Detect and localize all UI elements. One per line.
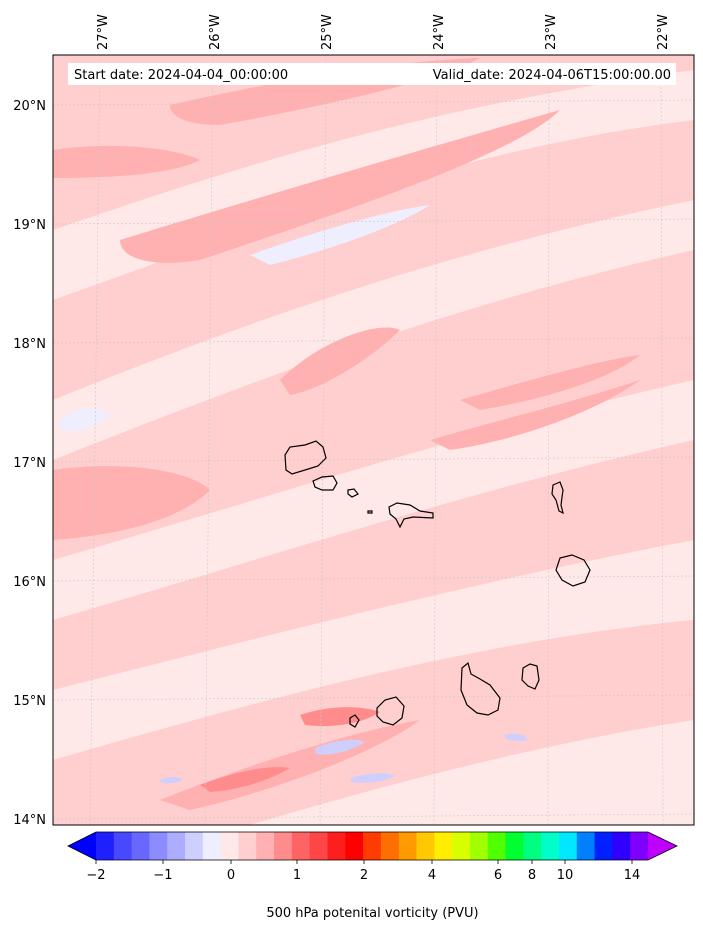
lon-label: 25°W — [320, 14, 335, 50]
island-boa-vista — [555, 554, 591, 587]
colorbar-segment — [96, 832, 115, 860]
island-brava — [349, 714, 360, 728]
graticule — [53, 55, 694, 825]
colorbar-tick-label: 10 — [557, 868, 574, 883]
colorbar-segment — [612, 832, 631, 860]
colorbar-label: 500 hPa potenital vorticity (PVU) — [266, 906, 479, 921]
colorbar-extend-max — [648, 832, 677, 860]
lon-label: 22°W — [656, 14, 671, 50]
lat-label: 15°N — [13, 694, 46, 709]
colorbar-tick-label: −1 — [153, 868, 172, 883]
colorbar-segment — [523, 832, 542, 860]
colorbar-segment — [291, 832, 311, 860]
colorbar-segment — [558, 832, 578, 860]
island-sal — [551, 481, 564, 515]
lon-label: 27°W — [96, 14, 111, 50]
colorbar-segment — [167, 832, 186, 860]
colorbar-segment — [202, 832, 222, 860]
colorbar-segment — [380, 832, 400, 860]
colorbar-segment — [309, 832, 328, 860]
colorbar-segment — [541, 832, 560, 860]
colorbar-segment — [327, 832, 346, 860]
colorbar-extend-min — [68, 832, 96, 860]
colorbar-tick-label: −2 — [86, 868, 105, 883]
colorbar-segment — [469, 832, 489, 860]
lat-label: 14°N — [13, 813, 46, 828]
island-sao-nicolau — [388, 502, 434, 529]
island-branco — [367, 510, 373, 514]
colorbar — [67, 831, 678, 861]
colorbar-tick-label: 1 — [293, 868, 301, 883]
lat-label: 19°N — [13, 218, 46, 233]
island-sao-vicente — [312, 475, 338, 491]
lon-labels: 27°W 26°W 25°W 24°W 23°W 22°W — [96, 14, 671, 50]
island-santo-antao — [284, 440, 327, 475]
colorbar-segment — [185, 832, 204, 860]
lat-label: 17°N — [13, 456, 46, 471]
island-santa-luzia — [347, 488, 359, 498]
colorbar-ticks: −2 −1 0 1 2 4 6 8 10 14 — [86, 860, 640, 883]
colorbar-segment — [416, 832, 435, 860]
island-maio — [521, 663, 540, 690]
colorbar-segment — [630, 832, 649, 860]
colorbar-segment — [505, 832, 524, 860]
colorbar-segment — [487, 832, 506, 860]
map-frame — [52, 54, 695, 826]
lon-label: 24°W — [432, 14, 447, 50]
lat-label: 20°N — [13, 99, 46, 114]
lat-label: 18°N — [13, 337, 46, 352]
colorbar-segment — [149, 832, 168, 860]
colorbar-tick-label: 2 — [360, 868, 368, 883]
colorbar-segment — [274, 832, 293, 860]
lon-label: 23°W — [544, 14, 559, 50]
colorbar-segment — [434, 832, 453, 860]
colorbar-segment — [238, 832, 257, 860]
colorbar-segment — [256, 832, 275, 860]
colorbar-segment — [452, 832, 471, 860]
colorbar-segment — [220, 832, 239, 860]
colorbar-segment — [345, 832, 364, 860]
start-date-text: Start date: 2024-04-04_00:00:00 — [74, 68, 288, 83]
colorbar-tick-label: 0 — [227, 868, 235, 883]
colorbar-segment — [131, 832, 150, 860]
colorbar-segment — [363, 832, 382, 860]
header-box — [68, 63, 676, 85]
colorbar-segment — [113, 832, 133, 860]
island-santiago — [460, 661, 501, 716]
lat-labels: 20°N 19°N 18°N 17°N 16°N 15°N 14°N — [13, 99, 46, 828]
cape-verde-islands — [284, 440, 591, 728]
colorbar-tick-label: 8 — [528, 868, 536, 883]
colorbar-segment — [398, 832, 417, 860]
lon-label: 26°W — [208, 14, 223, 50]
valid-date-text: Valid_date: 2024-04-06T15:00:00.00 — [433, 68, 671, 83]
vorticity-field — [53, 55, 694, 825]
colorbar-tick-label: 14 — [624, 868, 641, 883]
colorbar-segment — [576, 832, 595, 860]
colorbar-segment — [594, 832, 613, 860]
lat-label: 16°N — [13, 575, 46, 590]
colorbar-tick-label: 4 — [428, 868, 436, 883]
colorbar-tick-label: 6 — [494, 868, 502, 883]
island-fogo — [376, 696, 405, 726]
